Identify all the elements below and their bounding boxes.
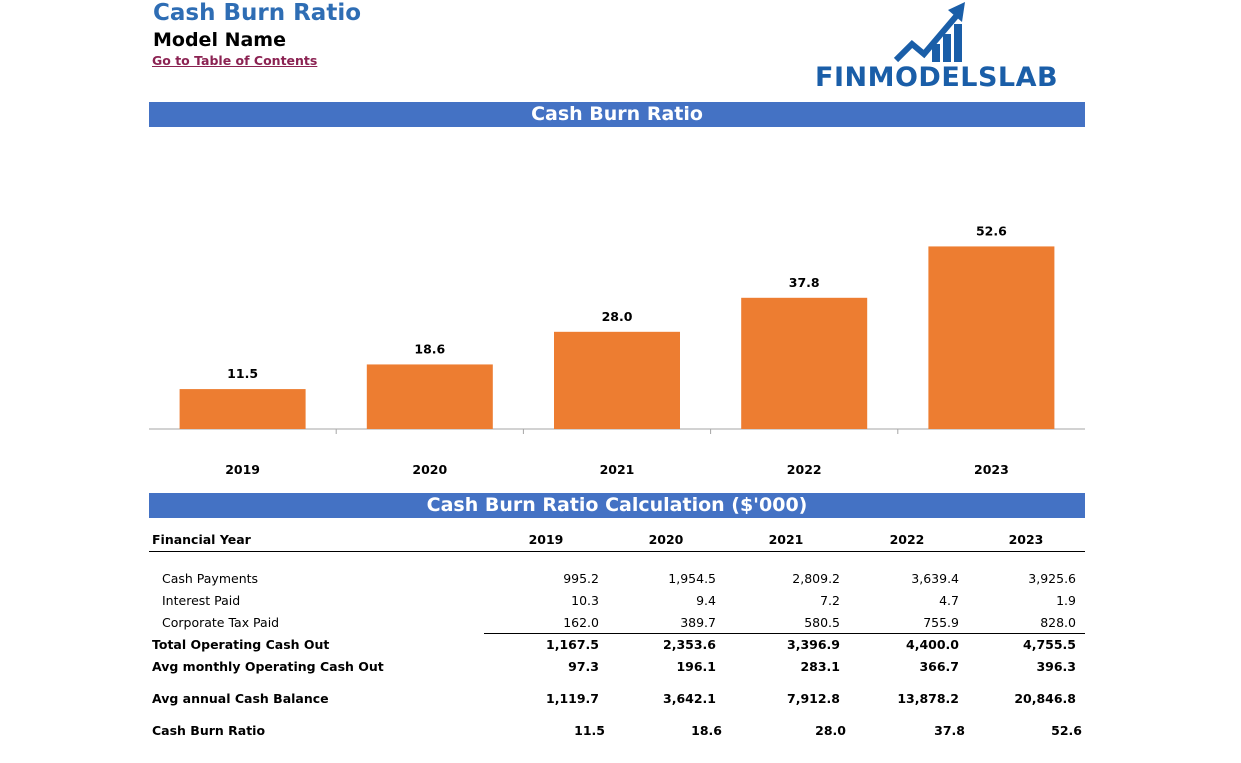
table-header-label: Financial Year [152, 532, 251, 547]
bar-2022 [741, 297, 868, 429]
table-cell: 2,353.6 [663, 637, 716, 652]
table-cell: 52.6 [1051, 723, 1082, 738]
page-title: Cash Burn Ratio [153, 0, 362, 26]
table-cell: 7.2 [820, 593, 840, 608]
table-cell: 995.2 [563, 571, 599, 586]
table-row-label: Avg monthly Operating Cash Out [152, 659, 384, 674]
table-cell: 366.7 [919, 659, 959, 674]
tick-label-2020: 2020 [412, 462, 447, 477]
data-label-2021: 28.0 [602, 309, 633, 324]
table-cell: 1,954.5 [668, 571, 716, 586]
table-cell: 13,878.2 [897, 691, 959, 706]
table-row-label: Corporate Tax Paid [162, 615, 280, 630]
table-row-label: Interest Paid [162, 593, 241, 608]
table-cell: 162.0 [563, 615, 599, 630]
bar-2023 [928, 246, 1055, 429]
bar-2019 [179, 389, 306, 429]
table-cell: 755.9 [923, 615, 959, 630]
data-label-2022: 37.8 [789, 275, 820, 290]
table-cell: 1,119.7 [546, 691, 599, 706]
logo-text: FINMODELSLAB [815, 62, 1059, 93]
table-row-label: Total Operating Cash Out [152, 637, 330, 652]
table-cell: 3,642.1 [663, 691, 716, 706]
table-cell: 4,400.0 [906, 637, 959, 652]
table-cell: 9.4 [696, 593, 716, 608]
finmodelslab-logo-icon [893, 2, 965, 63]
table-header-year: 2023 [1008, 532, 1044, 547]
table-header-year: 2019 [528, 532, 564, 547]
table-of-contents-link[interactable]: Go to Table of Contents [152, 53, 318, 68]
table-cell: 1.9 [1056, 593, 1076, 608]
table-cell: 580.5 [804, 615, 840, 630]
tick-label-2023: 2023 [974, 462, 1009, 477]
table-header-year: 2022 [889, 532, 925, 547]
model-name: Model Name [153, 29, 286, 51]
table-cell: 4.7 [939, 593, 959, 608]
tick-label-2019: 2019 [225, 462, 260, 477]
cash-burn-ratio-chart: 11.5 2019 18.6 2020 28.0 2021 37.8 2022 52.6 2023 [149, 223, 1085, 477]
table-header-divider [149, 551, 1085, 552]
table-row-label: Avg annual Cash Balance [152, 691, 329, 706]
table-cell: 4,755.5 [1023, 637, 1076, 652]
table-row-label: Cash Payments [162, 571, 259, 586]
table-cell: 283.1 [800, 659, 840, 674]
table-cell: 28.0 [815, 723, 846, 738]
table-cell: 828.0 [1040, 615, 1076, 630]
table-header-year: 2020 [648, 532, 684, 547]
table-cell: 11.5 [574, 723, 605, 738]
total-divider [484, 633, 1085, 634]
table-cell: 37.8 [934, 723, 965, 738]
table-cell: 18.6 [691, 723, 722, 738]
bar-2021 [554, 331, 680, 429]
table-cell: 196.1 [676, 659, 716, 674]
table-cell: 10.3 [571, 593, 599, 608]
table-cell: 396.3 [1036, 659, 1076, 674]
table-cell: 3,639.4 [911, 571, 959, 586]
table-cell: 3,925.6 [1028, 571, 1076, 586]
table-header-year: 2021 [768, 532, 804, 547]
data-label-2019: 11.5 [227, 366, 258, 381]
table-row-label: Cash Burn Ratio [152, 723, 266, 738]
tick-label-2021: 2021 [600, 462, 635, 477]
table-banner: Cash Burn Ratio Calculation ($'000) [149, 493, 1085, 518]
data-label-2020: 18.6 [414, 341, 445, 356]
table-cell: 3,396.9 [787, 637, 840, 652]
bar-2020 [366, 364, 493, 429]
tick-label-2022: 2022 [787, 462, 822, 477]
data-label-2023: 52.6 [976, 223, 1007, 238]
chart-banner: Cash Burn Ratio [149, 102, 1085, 127]
table-cell: 2,809.2 [792, 571, 840, 586]
table-cell: 97.3 [568, 659, 599, 674]
table-cell: 7,912.8 [787, 691, 840, 706]
table-cell: 389.7 [680, 615, 716, 630]
table-cell: 1,167.5 [546, 637, 599, 652]
table-cell: 20,846.8 [1014, 691, 1076, 706]
